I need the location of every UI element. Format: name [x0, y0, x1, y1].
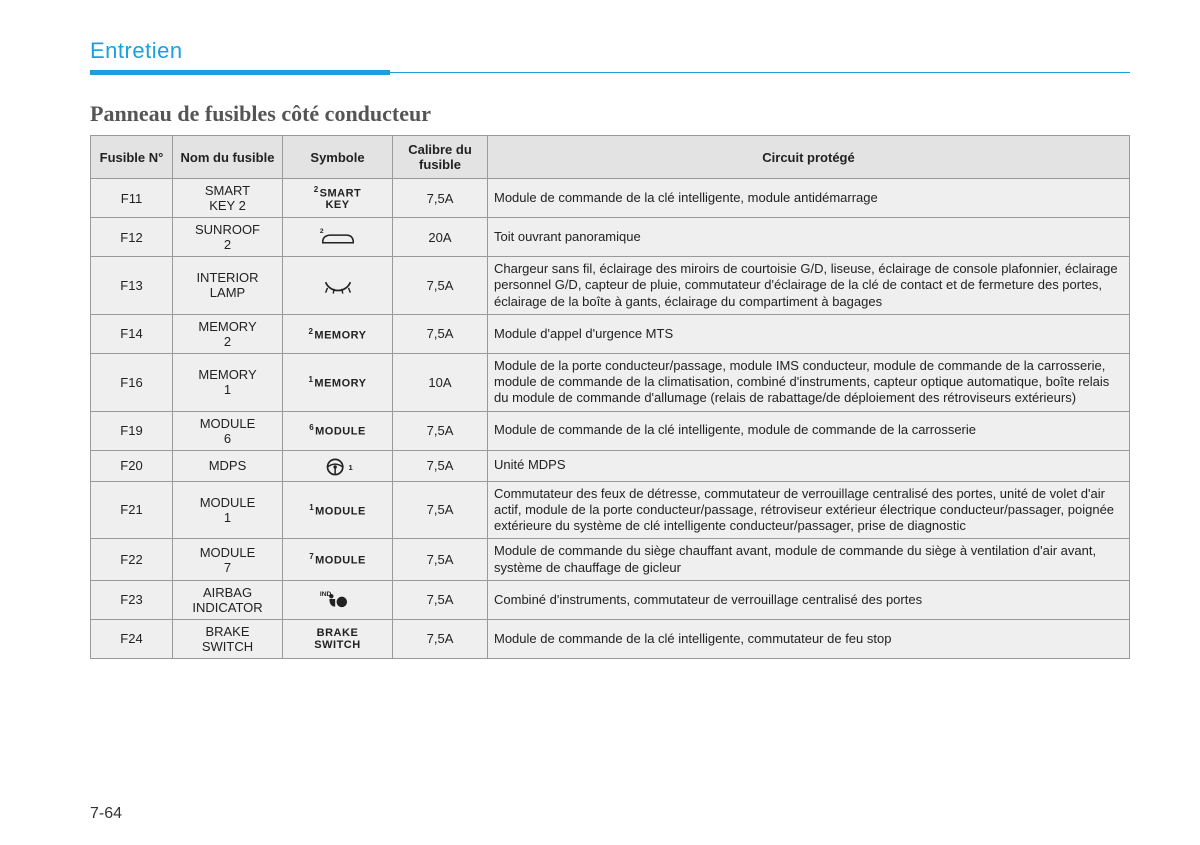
cell-fuse-rating: 7,5A [393, 411, 488, 450]
table-row: F20MDPS 1 7,5AUnité MDPS [91, 450, 1130, 481]
cell-fuse-name: SMARTKEY 2 [173, 179, 283, 218]
fuse-table: Fusible N° Nom du fusible Symbole Calibr… [90, 135, 1130, 659]
cell-fuse-name: MODULE1 [173, 481, 283, 539]
cell-fuse-num: F11 [91, 179, 173, 218]
cell-fuse-symbol: 6MODULE [283, 411, 393, 450]
cell-fuse-rating: 7,5A [393, 314, 488, 353]
cell-fuse-name: SUNROOF2 [173, 218, 283, 257]
cell-fuse-num: F23 [91, 580, 173, 619]
table-row: F22MODULE77MODULE7,5AModule de commande … [91, 539, 1130, 581]
cell-fuse-desc: Toit ouvrant panoramique [488, 218, 1130, 257]
cell-fuse-rating: 7,5A [393, 257, 488, 315]
cell-fuse-symbol: IND [283, 580, 393, 619]
cell-fuse-rating: 7,5A [393, 450, 488, 481]
cell-fuse-num: F16 [91, 353, 173, 411]
cell-fuse-name: MEMORY2 [173, 314, 283, 353]
cell-fuse-rating: 7,5A [393, 539, 488, 581]
cell-fuse-symbol [283, 257, 393, 315]
cell-fuse-num: F21 [91, 481, 173, 539]
cell-fuse-name: MDPS [173, 450, 283, 481]
cell-fuse-rating: 7,5A [393, 619, 488, 658]
cell-fuse-desc: Module de commande de la clé intelligent… [488, 179, 1130, 218]
col-header-name: Nom du fusible [173, 136, 283, 179]
table-row: F21MODULE11MODULE7,5ACommutateur des feu… [91, 481, 1130, 539]
table-row: F11SMARTKEY 22SMARTKEY7,5AModule de comm… [91, 179, 1130, 218]
cell-fuse-symbol: 2SMARTKEY [283, 179, 393, 218]
cell-fuse-rating: 20A [393, 218, 488, 257]
cell-fuse-desc: Module de commande de la clé intelligent… [488, 619, 1130, 658]
section-title: Entretien [90, 38, 1130, 64]
cell-fuse-rating: 7,5A [393, 179, 488, 218]
cell-fuse-num: F19 [91, 411, 173, 450]
cell-fuse-num: F20 [91, 450, 173, 481]
table-row: F16MEMORY11MEMORY10AModule de la porte c… [91, 353, 1130, 411]
cell-fuse-symbol: BRAKESWITCH [283, 619, 393, 658]
cell-fuse-name: MODULE6 [173, 411, 283, 450]
cell-fuse-desc: Combiné d'instruments, commutateur de ve… [488, 580, 1130, 619]
cell-fuse-desc: Module de commande de la clé intelligent… [488, 411, 1130, 450]
cell-fuse-name: INTERIORLAMP [173, 257, 283, 315]
table-header-row: Fusible N° Nom du fusible Symbole Calibr… [91, 136, 1130, 179]
col-header-sym: Symbole [283, 136, 393, 179]
cell-fuse-desc: Unité MDPS [488, 450, 1130, 481]
table-row: F19MODULE66MODULE7,5AModule de commande … [91, 411, 1130, 450]
cell-fuse-num: F13 [91, 257, 173, 315]
svg-text:1: 1 [348, 462, 353, 471]
cell-fuse-symbol: 2 [283, 218, 393, 257]
cell-fuse-name: MEMORY1 [173, 353, 283, 411]
cell-fuse-symbol: 1MODULE [283, 481, 393, 539]
table-row: F23AIRBAGINDICATORIND7,5ACombiné d'instr… [91, 580, 1130, 619]
table-row: F12SUNROOF2 2 20AToit ouvrant panoramique [91, 218, 1130, 257]
cell-fuse-symbol: 7MODULE [283, 539, 393, 581]
page-number: 7-64 [90, 805, 122, 823]
subheading: Panneau de fusibles côté conducteur [90, 101, 1130, 127]
cell-fuse-desc: Commutateur des feux de détresse, commut… [488, 481, 1130, 539]
svg-text:2: 2 [319, 228, 323, 235]
cell-fuse-desc: Chargeur sans fil, éclairage des miroirs… [488, 257, 1130, 315]
cell-fuse-rating: 7,5A [393, 580, 488, 619]
col-header-desc: Circuit protégé [488, 136, 1130, 179]
col-header-rate: Calibre du fusible [393, 136, 488, 179]
cell-fuse-symbol: 2MEMORY [283, 314, 393, 353]
cell-fuse-symbol: 1MEMORY [283, 353, 393, 411]
cell-fuse-name: AIRBAGINDICATOR [173, 580, 283, 619]
cell-fuse-num: F14 [91, 314, 173, 353]
cell-fuse-num: F22 [91, 539, 173, 581]
cell-fuse-rating: 10A [393, 353, 488, 411]
col-header-num: Fusible N° [91, 136, 173, 179]
cell-fuse-num: F12 [91, 218, 173, 257]
cell-fuse-num: F24 [91, 619, 173, 658]
cell-fuse-symbol: 1 [283, 450, 393, 481]
table-row: F24BRAKESWITCHBRAKESWITCH7,5AModule de c… [91, 619, 1130, 658]
cell-fuse-desc: Module de la porte conducteur/passage, m… [488, 353, 1130, 411]
cell-fuse-rating: 7,5A [393, 481, 488, 539]
cell-fuse-name: MODULE7 [173, 539, 283, 581]
cell-fuse-name: BRAKESWITCH [173, 619, 283, 658]
cell-fuse-desc: Module de commande du siège chauffant av… [488, 539, 1130, 581]
table-row: F14MEMORY22MEMORY7,5AModule d'appel d'ur… [91, 314, 1130, 353]
cell-fuse-desc: Module d'appel d'urgence MTS [488, 314, 1130, 353]
header-rule [90, 70, 1130, 75]
table-row: F13INTERIORLAMP 7,5AChargeur sans fil, éc… [91, 257, 1130, 315]
